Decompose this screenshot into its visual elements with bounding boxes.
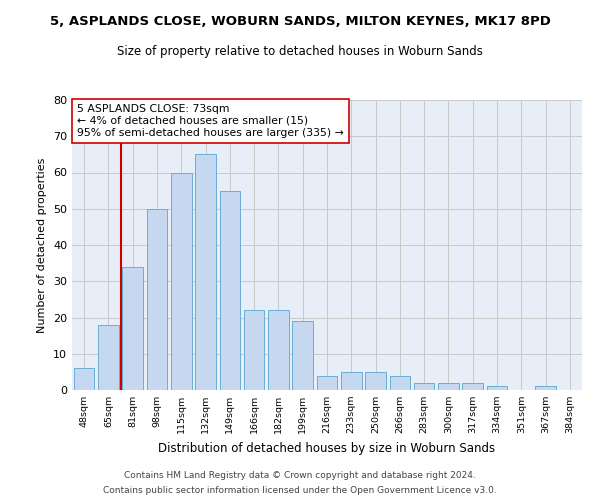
Bar: [365, 372, 386, 390]
X-axis label: Distribution of detached houses by size in Woburn Sands: Distribution of detached houses by size …: [158, 442, 496, 454]
Text: Contains HM Land Registry data © Crown copyright and database right 2024.: Contains HM Land Registry data © Crown c…: [124, 471, 476, 480]
Bar: [414, 383, 434, 390]
Bar: [122, 267, 143, 390]
Text: Contains public sector information licensed under the Open Government Licence v3: Contains public sector information licen…: [103, 486, 497, 495]
Bar: [389, 376, 410, 390]
Text: 5, ASPLANDS CLOSE, WOBURN SANDS, MILTON KEYNES, MK17 8PD: 5, ASPLANDS CLOSE, WOBURN SANDS, MILTON …: [50, 15, 550, 28]
Bar: [487, 386, 508, 390]
Bar: [463, 383, 483, 390]
Text: 5 ASPLANDS CLOSE: 73sqm
← 4% of detached houses are smaller (15)
95% of semi-det: 5 ASPLANDS CLOSE: 73sqm ← 4% of detached…: [77, 104, 344, 138]
Text: Size of property relative to detached houses in Woburn Sands: Size of property relative to detached ho…: [117, 45, 483, 58]
Bar: [146, 209, 167, 390]
Bar: [535, 386, 556, 390]
Bar: [171, 172, 191, 390]
Bar: [438, 383, 459, 390]
Bar: [220, 190, 240, 390]
Y-axis label: Number of detached properties: Number of detached properties: [37, 158, 47, 332]
Bar: [74, 368, 94, 390]
Bar: [292, 321, 313, 390]
Bar: [317, 376, 337, 390]
Bar: [98, 325, 119, 390]
Bar: [195, 154, 216, 390]
Bar: [341, 372, 362, 390]
Bar: [244, 310, 265, 390]
Bar: [268, 310, 289, 390]
